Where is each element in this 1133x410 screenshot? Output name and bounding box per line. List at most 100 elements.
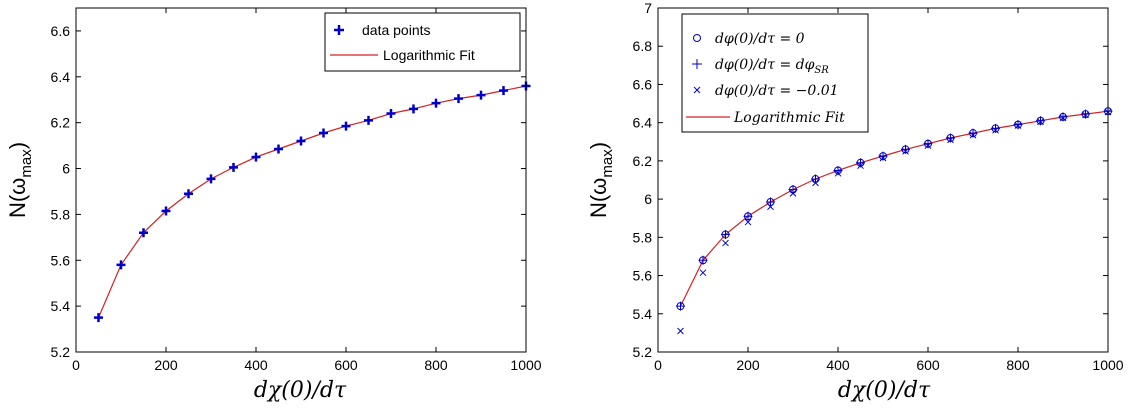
chart-right-point-cross: [1037, 118, 1044, 126]
legend-label-dphi-zero: dφ(0)/dτ = 0: [715, 31, 805, 47]
chart-right-point-plus: [946, 133, 955, 143]
chart-right-legend-box: [681, 13, 869, 133]
chart-right-point-plus: [878, 151, 888, 161]
chart-right-point-cross: [902, 147, 909, 155]
chart-left-xtick-label: 400: [244, 357, 268, 373]
chart-right-ytick-label: 6.6: [633, 76, 653, 92]
chart-left-point-plus: [184, 189, 193, 199]
chart-right-ytick-label: 5.2: [633, 344, 653, 360]
chart-right-ytick-label: 6.8: [633, 38, 653, 54]
chart-right-xtick-label: 200: [736, 357, 760, 373]
chart-left-xtick-label: 0: [72, 357, 80, 373]
legend-label-dphi-sr: dφ(0)/dτ = dφSR: [715, 57, 829, 76]
chart-left-point-plus: [431, 98, 441, 108]
chart-left-point-plus: [476, 90, 486, 100]
cross-b: [722, 239, 729, 247]
cross-b: [992, 126, 999, 134]
chart-right-point-plus: [1036, 116, 1045, 126]
legend-marker-plus: [692, 59, 702, 69]
chart-left-ytick-label: 5.6: [51, 252, 71, 268]
chart-right-point-cross: [857, 162, 864, 170]
chart-right-point-cross: [969, 131, 977, 139]
chart-right-point-cross: [992, 126, 999, 134]
chart-right-point-plus: [721, 229, 730, 239]
cross-b: [969, 131, 977, 139]
chart-left-xtick-label: 1000: [510, 357, 541, 373]
chart-right-point-cross: [924, 142, 932, 149]
cross-b: [1059, 114, 1067, 122]
chart-right-xtick-label: 400: [826, 357, 850, 373]
chart-right-point-cross: [1059, 114, 1067, 122]
chart-right-ytick-label: 6.4: [633, 115, 653, 131]
chart-right-ytick-label: 6: [644, 191, 652, 207]
cross-b: [1014, 122, 1022, 129]
cross-b: [699, 269, 707, 277]
chart-left-point-plus: [409, 104, 418, 114]
chart-left-point-plus: [94, 313, 103, 323]
chart-left-fit-line: [97, 85, 527, 318]
chart-right-point-plus: [766, 197, 775, 207]
chart-left-point-plus: [161, 206, 171, 216]
chart-right-point-plus: [676, 301, 685, 311]
chart-right-xtick-label: 0: [654, 357, 662, 373]
chart-right-point-plus: [991, 123, 1000, 133]
chart-right-point-plus: [1013, 120, 1023, 130]
chart-right-point-cross: [1082, 111, 1089, 119]
chart-right-point-plus: [1081, 109, 1090, 119]
chart-left-point-plus: [251, 152, 261, 162]
chart-right-xtick-label: 600: [916, 357, 940, 373]
cross-b: [834, 169, 842, 177]
chart-right-point-cross: [789, 190, 797, 197]
chart-left-point-plus: [499, 86, 508, 96]
chart-right-point-cross: [879, 154, 887, 162]
chart-right-ytick-label: 5.6: [633, 268, 653, 284]
chart-left-ticks: 0 200 400 600 800 1000 5.2 5.4 5.6 5.8 6 6.2 6.4 6.6: [51, 8, 542, 373]
legend-label-data-points: data points: [362, 22, 431, 38]
chart-left-point-plus: [319, 128, 328, 138]
cross-b: [924, 142, 932, 149]
chart-right-frame: [657, 7, 1109, 353]
chart-right-series: [676, 106, 1113, 335]
chart-left-ytick-label: 6.2: [51, 115, 71, 131]
chart-right-point-plus: [788, 185, 798, 195]
legend-label-log-fit: Logarithmic Fit: [733, 110, 845, 126]
chart-left-point-plus: [229, 162, 238, 172]
chart-right-point-plus: [968, 128, 978, 138]
chart-right-point-cross: [812, 179, 819, 187]
chart-right-fit-line: [679, 110, 1109, 307]
chart-right-point-cross: [722, 239, 729, 247]
chart-left: 0 200 400 600 800 10005.25.45.65.866.26.46.6 …: [5, 7, 542, 403]
legend-marker-cross: [693, 86, 701, 94]
chart-left-ytick-label: 5.8: [51, 206, 71, 222]
chart-right-point-plus: [698, 255, 708, 265]
chart-right-point-cross: [677, 327, 684, 335]
chart-left-point-plus: [341, 121, 351, 131]
chart-right-point-cross: [699, 269, 707, 277]
cross-b: [947, 136, 954, 144]
cross-b: [1082, 111, 1089, 119]
cross-b: [879, 154, 887, 162]
chart-right-point-plus: [743, 211, 753, 221]
legend-marker-plus: [334, 25, 344, 35]
chart-left-xtick-label: 200: [154, 357, 178, 373]
legend-marker-circle: [693, 34, 701, 42]
chart-left-ytick-label: 6.6: [51, 23, 71, 39]
chart-left-point-plus: [296, 136, 306, 146]
chart-right-point-cross: [834, 169, 842, 177]
chart-left-point-plus: [206, 174, 216, 184]
chart-right-ticks: 0 200 400 600 800 1000 5.2 5.4 5.6 5.8 6 6.2 6.4 6.6 6…: [633, 0, 1124, 373]
chart-left-xlabel: dχ(0)/dτ: [254, 378, 347, 403]
chart-right-ytick-label: 5.4: [633, 306, 653, 322]
chart-right-point-plus: [923, 139, 933, 149]
chart-left-legend: data points Logarithmic Fit: [324, 12, 521, 72]
cross-b: [744, 218, 752, 226]
chart-right-ytick-label: 5.8: [633, 229, 653, 245]
chart-right-legend: dφ(0)/dτ = 0 dφ(0)/dτ = dφSR dφ(0)/dτ = …: [681, 13, 869, 133]
chart-left-ylabel: N(ωmax): [5, 142, 35, 218]
chart-right-point-cross: [947, 136, 954, 144]
chart-left-legend-box: [324, 12, 521, 72]
chart-right-ytick-label: 7: [644, 0, 652, 16]
chart-left-xtick-label: 800: [424, 357, 448, 373]
chart-right-xtick-label: 800: [1006, 357, 1030, 373]
